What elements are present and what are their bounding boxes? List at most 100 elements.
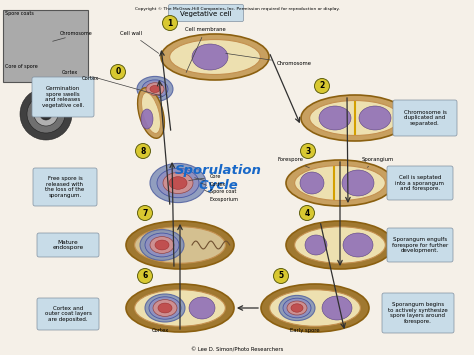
FancyBboxPatch shape — [387, 166, 453, 200]
Text: Cell wall: Cell wall — [120, 31, 159, 53]
Text: 3: 3 — [305, 147, 310, 155]
Text: Cortex: Cortex — [195, 178, 226, 187]
Text: Forespore: Forespore — [278, 157, 310, 168]
Ellipse shape — [137, 88, 164, 138]
Ellipse shape — [300, 172, 324, 194]
Text: Sporangum begins
to actively synthesize
spore layers around
forespore.: Sporangum begins to actively synthesize … — [388, 302, 448, 324]
Text: 1: 1 — [167, 18, 173, 27]
Text: Core: Core — [189, 174, 221, 181]
Text: 6: 6 — [142, 272, 147, 280]
Text: Cortex: Cortex — [62, 70, 78, 75]
Ellipse shape — [158, 303, 172, 313]
Ellipse shape — [141, 109, 153, 129]
FancyBboxPatch shape — [3, 10, 88, 82]
Ellipse shape — [150, 236, 174, 253]
Ellipse shape — [283, 298, 311, 318]
Ellipse shape — [286, 221, 394, 269]
Ellipse shape — [305, 235, 327, 255]
Ellipse shape — [295, 165, 385, 201]
Text: Chromosome is
duplicated and
separated.: Chromosome is duplicated and separated. — [403, 110, 447, 126]
Ellipse shape — [189, 297, 215, 319]
FancyBboxPatch shape — [33, 168, 97, 206]
FancyBboxPatch shape — [37, 233, 99, 257]
Ellipse shape — [161, 34, 269, 80]
Text: 8: 8 — [140, 147, 146, 155]
Text: Cortex and
outer coat layers
are deposited.: Cortex and outer coat layers are deposit… — [45, 306, 91, 322]
Circle shape — [315, 78, 329, 93]
Circle shape — [137, 206, 153, 220]
Circle shape — [136, 143, 151, 158]
Ellipse shape — [150, 163, 206, 203]
Circle shape — [40, 108, 52, 120]
Text: Sporangum engulfs
forespore for further
development.: Sporangum engulfs forespore for further … — [392, 237, 448, 253]
Ellipse shape — [145, 294, 185, 322]
Ellipse shape — [261, 284, 369, 332]
Ellipse shape — [135, 290, 225, 326]
FancyBboxPatch shape — [393, 100, 457, 136]
Ellipse shape — [301, 95, 409, 141]
Ellipse shape — [163, 173, 193, 193]
Ellipse shape — [322, 296, 352, 320]
Ellipse shape — [150, 86, 160, 93]
Ellipse shape — [310, 100, 401, 136]
Ellipse shape — [291, 304, 303, 312]
FancyBboxPatch shape — [168, 5, 244, 22]
Ellipse shape — [142, 80, 168, 98]
Ellipse shape — [135, 227, 225, 263]
FancyBboxPatch shape — [37, 298, 99, 330]
Ellipse shape — [126, 221, 234, 269]
Text: Spore coats: Spore coats — [5, 11, 34, 16]
Ellipse shape — [146, 83, 164, 95]
Text: 5: 5 — [278, 272, 283, 280]
Ellipse shape — [319, 106, 351, 130]
Ellipse shape — [155, 240, 169, 250]
Text: 7: 7 — [142, 208, 148, 218]
Circle shape — [273, 268, 289, 284]
Circle shape — [27, 95, 65, 133]
Ellipse shape — [137, 76, 173, 102]
Text: 2: 2 — [319, 82, 325, 91]
Ellipse shape — [142, 93, 160, 133]
Circle shape — [110, 65, 126, 80]
Ellipse shape — [170, 39, 260, 75]
Text: Cell membrane: Cell membrane — [185, 27, 226, 72]
Ellipse shape — [279, 295, 315, 321]
Ellipse shape — [157, 168, 199, 198]
Text: Cortex: Cortex — [82, 76, 99, 81]
Text: Free spore is
released with
the loss of the
sporangum.: Free spore is released with the loss of … — [46, 176, 85, 198]
Text: Spore coat: Spore coat — [201, 183, 237, 194]
Ellipse shape — [149, 297, 181, 319]
Circle shape — [137, 268, 153, 284]
Text: Sporangium: Sporangium — [362, 157, 394, 167]
Ellipse shape — [153, 300, 177, 316]
Ellipse shape — [343, 233, 373, 257]
Ellipse shape — [286, 160, 394, 206]
Text: Mature
endospore: Mature endospore — [52, 240, 83, 250]
Circle shape — [301, 143, 316, 158]
Text: © Lee D. Simon/Photo Researchers: © Lee D. Simon/Photo Researchers — [191, 347, 283, 352]
Circle shape — [34, 102, 58, 126]
Circle shape — [163, 16, 177, 31]
Ellipse shape — [169, 177, 187, 189]
Text: Copyright © The McGraw-Hill Companies, Inc. Permission required for reproduction: Copyright © The McGraw-Hill Companies, I… — [135, 7, 339, 11]
Text: Core of spore: Core of spore — [5, 64, 38, 69]
Ellipse shape — [342, 170, 374, 196]
Ellipse shape — [145, 233, 179, 257]
FancyBboxPatch shape — [32, 77, 94, 117]
Text: Early spore: Early spore — [290, 328, 320, 333]
FancyBboxPatch shape — [387, 228, 453, 262]
Text: Chromosome: Chromosome — [226, 53, 312, 66]
Text: 0: 0 — [115, 67, 120, 76]
Text: Germination
spore swells
and releases
vegetative cell.: Germination spore swells and releases ve… — [42, 86, 84, 108]
Ellipse shape — [295, 227, 385, 263]
Ellipse shape — [192, 44, 228, 70]
Ellipse shape — [359, 106, 391, 130]
Ellipse shape — [270, 290, 360, 326]
Circle shape — [20, 88, 72, 140]
Text: Vegetative cell: Vegetative cell — [180, 11, 232, 17]
Text: 4: 4 — [304, 208, 310, 218]
Ellipse shape — [287, 301, 307, 315]
Text: Sporulation
Cycle: Sporulation Cycle — [174, 164, 262, 192]
Text: Cell is septated
into a sporangum
and forespore.: Cell is septated into a sporangum and fo… — [395, 175, 445, 191]
Text: Cortex: Cortex — [151, 328, 169, 333]
